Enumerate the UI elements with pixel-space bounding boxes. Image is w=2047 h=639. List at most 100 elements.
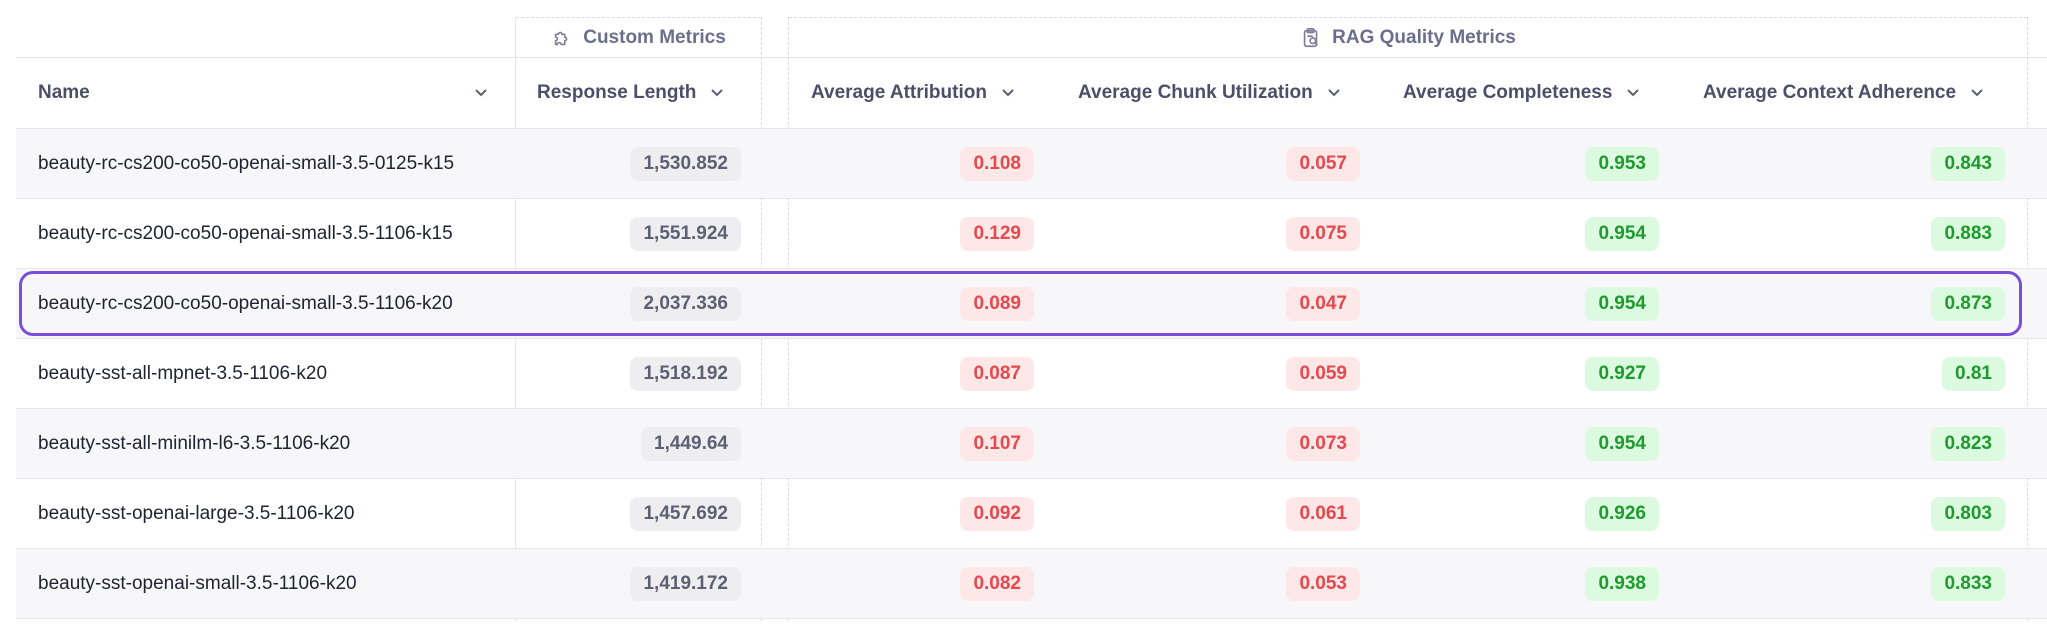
metric-badge: 0.803: [1931, 497, 2005, 531]
metric-badge: 0.073: [1286, 427, 1360, 461]
row-name[interactable]: beauty-sst-all-mpnet-3.5-1106-k20: [38, 363, 328, 384]
clipboard-search-icon: [1303, 28, 1319, 48]
metric-badge: 0.833: [1931, 567, 2005, 601]
metric-badge: 0.954: [1585, 287, 1659, 321]
cell-attribution: 0.129: [16, 199, 1034, 269]
cell-completeness: 0.953: [16, 129, 1659, 199]
metric-badge: 0.953: [1585, 147, 1659, 181]
group-custom-label: Custom Metrics: [583, 27, 726, 48]
metric-badge: 0.082: [960, 567, 1034, 601]
row-name[interactable]: beauty-rc-cs200-co50-openai-small-3.5-11…: [38, 223, 453, 244]
cell-chunk-utilization: 0.057: [16, 129, 1360, 199]
cell-attribution: 0.087: [16, 339, 1034, 409]
divider: [516, 17, 761, 19]
divider: [16, 57, 2047, 58]
table-row[interactable]: beauty-rc-cs200-co50-openai-small-3.5-01…: [16, 129, 2047, 199]
metric-badge: 1,551.924: [630, 217, 741, 251]
cell-chunk-utilization: 0.075: [16, 199, 1360, 269]
cell-chunk-utilization: 0.047: [16, 269, 1360, 339]
metric-badge: 1,457.692: [630, 497, 741, 531]
metric-badge: 0.873: [1931, 287, 2005, 321]
divider: [789, 17, 2027, 19]
row-name[interactable]: beauty-rc-cs200-co50-openai-small-3.5-01…: [38, 153, 455, 174]
table-row[interactable]: beauty-rc-cs200-co50-openai-small-3.5-11…: [16, 199, 2047, 269]
metric-badge: 0.81: [1942, 357, 2005, 391]
cell-attribution: 0.082: [16, 549, 1034, 619]
group-rag-quality-metrics: RAG Quality Metrics: [789, 18, 2027, 58]
metric-badge: 0.129: [960, 217, 1034, 251]
metric-badge: 0.843: [1931, 147, 2005, 181]
cell-completeness: 0.927: [16, 339, 1659, 409]
row-name[interactable]: beauty-rc-cs200-co50-openai-small-3.5-11…: [38, 293, 453, 314]
chevron-down-icon[interactable]: [1001, 88, 1015, 98]
table-row[interactable]: beauty-sst-all-minilm-l6-3.5-1106-k20 1,4…: [16, 409, 2047, 479]
metric-badge: 0.061: [1286, 497, 1360, 531]
table-row[interactable]: beauty-sst-all-mpnet-3.5-1106-k20 1,518.1…: [16, 339, 2047, 409]
metric-badge: 0.087: [960, 357, 1034, 391]
group-custom-metrics: Custom Metrics: [516, 18, 761, 58]
row-name[interactable]: beauty-sst-all-minilm-l6-3.5-1106-k20: [38, 433, 351, 454]
metric-badge: 0.954: [1585, 427, 1659, 461]
chevron-down-icon[interactable]: [1970, 88, 1984, 98]
metric-badge: 1,419.172: [630, 567, 741, 601]
metric-badge: 1,449.64: [641, 427, 741, 461]
cell-context-adherence: 0.823: [16, 409, 2005, 479]
cell-response-length: 1,449.64: [16, 409, 741, 479]
table-row[interactable]: beauty-sst-openai-small-3.5-1106-k20 1,41…: [16, 549, 2047, 619]
row-divider: [16, 618, 2047, 619]
cell-chunk-utilization: 0.061: [16, 479, 1360, 549]
cell-response-length: 1,518.192: [16, 339, 741, 409]
cell-response-length: 1,530.852: [16, 129, 741, 199]
chevron-down-icon[interactable]: [710, 88, 724, 98]
cell-attribution: 0.089: [16, 269, 1034, 339]
row-divider: [16, 198, 2047, 199]
column-response-length-label: Response Length: [537, 82, 697, 103]
column-header-completeness[interactable]: Average Completeness: [1403, 58, 1673, 128]
column-name-label: Name: [38, 82, 90, 103]
cell-context-adherence: 0.81: [16, 339, 2005, 409]
metric-badge: 0.108: [960, 147, 1034, 181]
metric-badge: 0.075: [1286, 217, 1360, 251]
metric-badge: 0.926: [1585, 497, 1659, 531]
cell-completeness: 0.938: [16, 549, 1659, 619]
column-completeness-label: Average Completeness: [1403, 82, 1613, 103]
cell-completeness: 0.926: [16, 479, 1659, 549]
row-name[interactable]: beauty-sst-openai-small-3.5-1106-k20: [38, 573, 357, 594]
column-header-name[interactable]: Name: [38, 58, 488, 128]
metric-badge: 0.823: [1931, 427, 2005, 461]
column-header-attribution[interactable]: Average Attribution: [811, 58, 1041, 128]
metric-badge: 0.938: [1585, 567, 1659, 601]
divider: [16, 128, 2047, 129]
chevron-down-icon[interactable]: [474, 88, 488, 98]
metric-badge: 0.092: [960, 497, 1034, 531]
row-divider: [16, 268, 2047, 269]
metric-badge: 0.059: [1286, 357, 1360, 391]
cell-completeness: 0.954: [16, 409, 1659, 479]
row-divider: [16, 548, 2047, 549]
metric-badge: 0.057: [1286, 147, 1360, 181]
row-divider: [16, 478, 2047, 479]
column-header-response-length[interactable]: Response Length: [537, 58, 747, 128]
cell-chunk-utilization: 0.059: [16, 339, 1360, 409]
metric-badge: 1,530.852: [630, 147, 741, 181]
column-header-chunk-utilization[interactable]: Average Chunk Utilization: [1078, 58, 1378, 128]
metric-badge: 2,037.336: [630, 287, 741, 321]
cell-attribution: 0.108: [16, 129, 1034, 199]
table-row[interactable]: beauty-rc-cs200-co50-openai-small-3.5-11…: [16, 269, 2047, 339]
group-rag-label: RAG Quality Metrics: [1332, 27, 1516, 48]
cell-chunk-utilization: 0.073: [16, 409, 1360, 479]
cell-completeness: 0.954: [16, 269, 1659, 339]
row-divider: [16, 408, 2047, 409]
row-divider: [16, 338, 2047, 339]
cell-response-length: 2,037.336: [16, 269, 741, 339]
metric-badge: 0.089: [960, 287, 1034, 321]
row-name[interactable]: beauty-sst-openai-large-3.5-1106-k20: [38, 503, 355, 524]
chevron-down-icon[interactable]: [1626, 88, 1640, 98]
metric-badge: 1,518.192: [630, 357, 741, 391]
table-row[interactable]: beauty-sst-openai-large-3.5-1106-k20 1,45…: [16, 479, 2047, 549]
cell-attribution: 0.107: [16, 409, 1034, 479]
metric-badge: 0.107: [960, 427, 1034, 461]
column-header-context-adherence[interactable]: Average Context Adherence: [1703, 58, 2013, 128]
cell-response-length: 1,551.924: [16, 199, 741, 269]
chevron-down-icon[interactable]: [1327, 88, 1341, 98]
